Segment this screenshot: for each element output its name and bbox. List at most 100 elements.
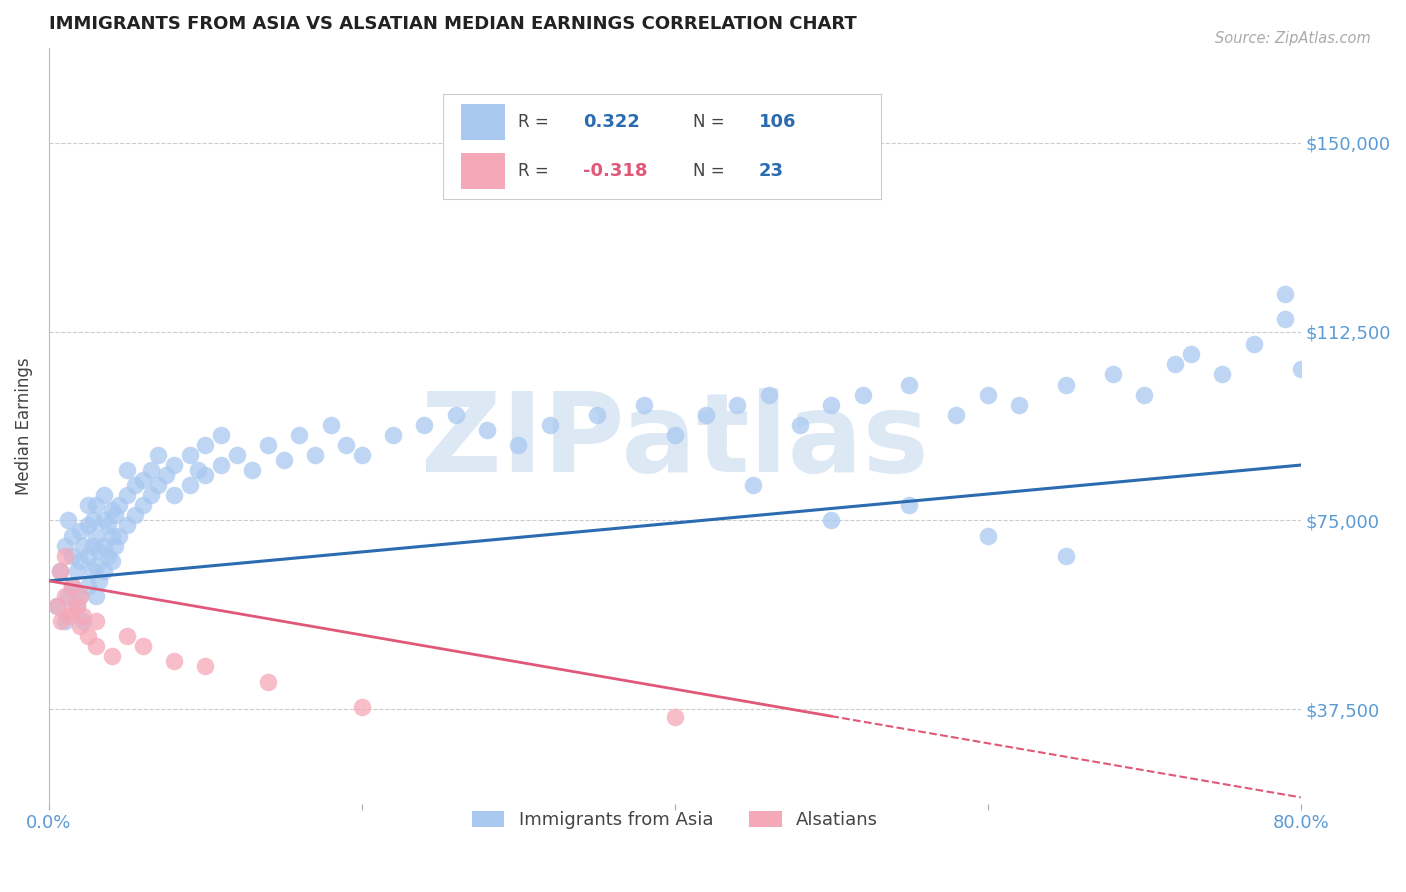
Point <box>1243 337 1265 351</box>
Point <box>77 629 100 643</box>
Point <box>179 478 201 492</box>
Point <box>1102 368 1125 382</box>
Point <box>1274 286 1296 301</box>
Text: Source: ZipAtlas.com: Source: ZipAtlas.com <box>1215 31 1371 46</box>
Point <box>87 574 110 588</box>
Point <box>163 488 186 502</box>
Point <box>1274 312 1296 326</box>
Point <box>350 699 373 714</box>
Point <box>84 499 107 513</box>
Point <box>84 528 107 542</box>
Point <box>53 614 76 628</box>
Point <box>820 513 842 527</box>
Point <box>56 609 79 624</box>
Point <box>1211 368 1233 382</box>
Point <box>49 564 72 578</box>
Point <box>77 518 100 533</box>
Text: IMMIGRANTS FROM ASIA VS ALSATIAN MEDIAN EARNINGS CORRELATION CHART: IMMIGRANTS FROM ASIA VS ALSATIAN MEDIAN … <box>49 15 856 33</box>
Point <box>132 473 155 487</box>
Point <box>69 524 91 538</box>
Point <box>84 640 107 654</box>
Legend: Immigrants from Asia, Alsatians: Immigrants from Asia, Alsatians <box>464 804 886 836</box>
Point <box>132 640 155 654</box>
Point <box>104 508 127 523</box>
Point <box>72 609 94 624</box>
Point <box>84 589 107 603</box>
Point <box>194 468 217 483</box>
Point <box>945 408 967 422</box>
Point <box>115 463 138 477</box>
Point <box>77 549 100 563</box>
Point <box>69 554 91 568</box>
Point <box>789 417 811 432</box>
Point <box>66 564 89 578</box>
Point <box>240 463 263 477</box>
Point <box>1180 347 1202 361</box>
Point <box>93 488 115 502</box>
Point <box>82 513 104 527</box>
Point <box>84 614 107 628</box>
Point <box>413 417 436 432</box>
Point <box>335 438 357 452</box>
Point <box>77 499 100 513</box>
Point <box>56 513 79 527</box>
Point <box>977 528 1000 542</box>
Point <box>444 408 467 422</box>
Point <box>87 543 110 558</box>
Point <box>62 528 84 542</box>
Point <box>1133 387 1156 401</box>
Point <box>72 539 94 553</box>
Point <box>758 387 780 401</box>
Point <box>163 655 186 669</box>
Point <box>179 448 201 462</box>
Point <box>155 468 177 483</box>
Point <box>225 448 247 462</box>
Point <box>139 488 162 502</box>
Point <box>350 448 373 462</box>
Point <box>62 579 84 593</box>
Point <box>56 589 79 603</box>
Point <box>100 528 122 542</box>
Point <box>194 438 217 452</box>
Point <box>475 423 498 437</box>
Text: ZIPatlas: ZIPatlas <box>420 388 929 495</box>
Point <box>633 398 655 412</box>
Point <box>257 674 280 689</box>
Point <box>139 463 162 477</box>
Point <box>163 458 186 472</box>
Point <box>62 604 84 618</box>
Point <box>538 417 561 432</box>
Point <box>108 499 131 513</box>
Point <box>304 448 326 462</box>
Point <box>820 398 842 412</box>
Point <box>1289 362 1312 376</box>
Point <box>194 659 217 673</box>
Point <box>977 387 1000 401</box>
Point <box>97 518 120 533</box>
Point <box>742 478 765 492</box>
Point <box>49 564 72 578</box>
Point <box>104 539 127 553</box>
Point <box>508 438 530 452</box>
Point <box>69 589 91 603</box>
Point <box>148 448 170 462</box>
Point <box>124 508 146 523</box>
Point <box>898 499 921 513</box>
Y-axis label: Median Earnings: Median Earnings <box>15 357 32 495</box>
Point <box>69 589 91 603</box>
Point <box>53 589 76 603</box>
Point <box>100 503 122 517</box>
Point <box>115 629 138 643</box>
Point <box>187 463 209 477</box>
Point <box>585 408 607 422</box>
Point <box>69 619 91 633</box>
Point <box>93 564 115 578</box>
Point <box>108 528 131 542</box>
Point <box>1054 549 1077 563</box>
Point <box>66 599 89 613</box>
Point <box>898 377 921 392</box>
Point <box>93 513 115 527</box>
Point <box>115 488 138 502</box>
Point <box>382 428 405 442</box>
Point <box>124 478 146 492</box>
